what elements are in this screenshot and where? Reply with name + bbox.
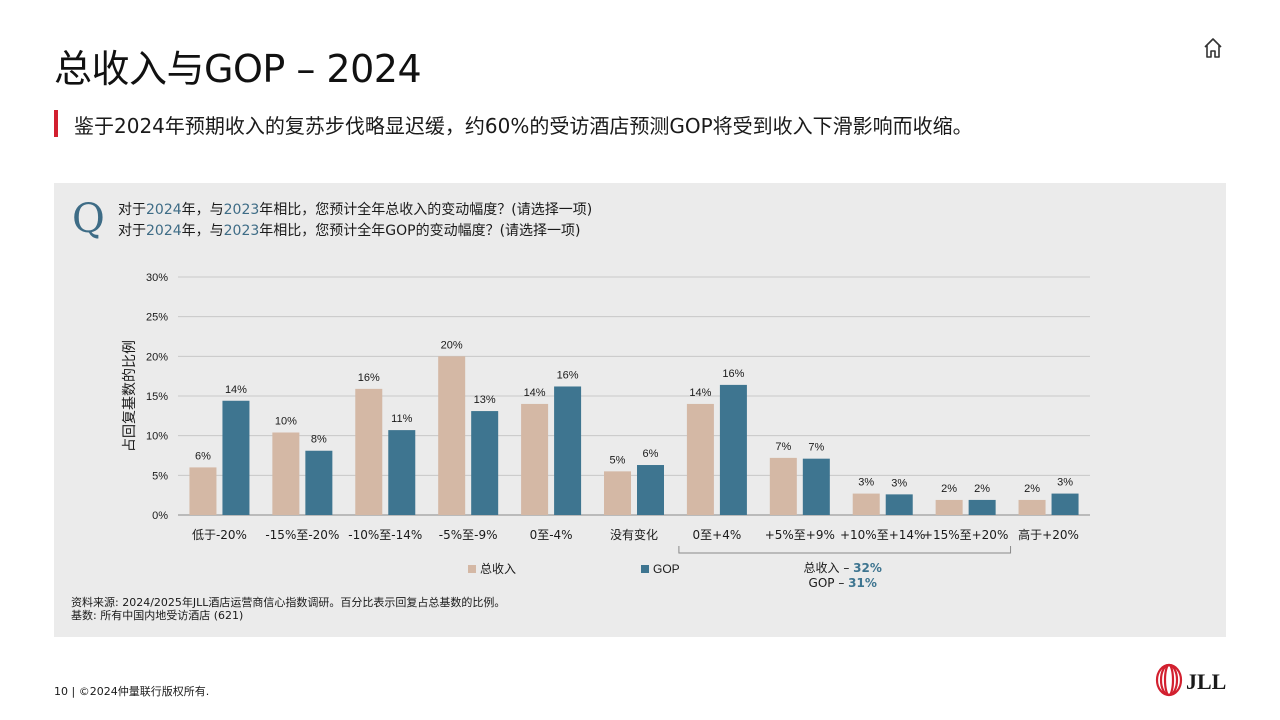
x-tick-label: 0至-4%: [530, 528, 573, 542]
data-label-revenue: 10%: [275, 415, 297, 427]
bar-gop: [471, 411, 499, 515]
bar-revenue: [438, 356, 466, 515]
x-tick-label: -5%至-9%: [439, 528, 498, 542]
y-tick-label: 25%: [146, 312, 168, 324]
data-label-gop: 16%: [722, 368, 744, 380]
x-tick-label: +5%至+9%: [765, 528, 835, 542]
data-label-revenue: 20%: [441, 339, 463, 351]
annotation-bracket: [678, 546, 1012, 554]
svg-text:JLL: JLL: [1186, 669, 1226, 694]
data-label-gop: 3%: [1057, 477, 1073, 489]
x-tick-label: 低于-20%: [192, 528, 247, 542]
base-note: 基数: 所有中国内地受访酒店 (621): [71, 609, 244, 622]
source-note: 资料来源: 2024/2025年JLL酒店运营商信心指数调研。百分比表示回复占总…: [71, 596, 506, 609]
home-icon[interactable]: [1202, 36, 1224, 60]
y-tick-label: 15%: [146, 391, 168, 403]
data-label-revenue: 7%: [775, 441, 791, 453]
data-label-revenue: 2%: [1024, 483, 1040, 495]
bar-gop: [222, 400, 250, 515]
data-label-gop: 11%: [391, 413, 412, 425]
data-label-gop: 7%: [808, 442, 824, 454]
data-label-gop: 14%: [225, 384, 247, 396]
data-label-revenue: 5%: [610, 454, 626, 466]
y-tick-label: 5%: [152, 470, 168, 482]
data-label-gop: 13%: [474, 394, 496, 406]
bar-revenue: [769, 457, 797, 515]
legend-swatch-gop: [641, 565, 649, 573]
x-tick-label: 高于+20%: [1018, 527, 1079, 542]
page-title: 总收入与GOP – 2024: [54, 47, 422, 91]
x-tick-label: -15%至-20%: [265, 528, 339, 542]
annotation-gop-total: GOP – 31%: [809, 576, 877, 590]
bar-gop: [554, 386, 582, 515]
annotation-revenue-total: 总收入 – 32%: [804, 561, 882, 575]
data-label-gop: 8%: [311, 434, 327, 446]
data-label-revenue: 2%: [941, 483, 957, 495]
bar-revenue: [521, 403, 549, 515]
bar-revenue: [852, 493, 880, 515]
data-label-revenue: 14%: [524, 387, 546, 399]
bar-gop: [719, 384, 747, 515]
page-subtitle: 鉴于2024年预期收入的复苏步伐略显迟缓，约60%的受访酒店预测GOP将受到收入…: [74, 114, 973, 138]
bar-gop: [305, 450, 333, 515]
x-tick-label: +10%至+14%: [840, 528, 925, 542]
subtitle-accent-bar: [54, 110, 58, 137]
x-tick-label: -10%至-14%: [348, 528, 422, 542]
y-tick-label: 20%: [146, 351, 168, 363]
jll-logo: JLL: [1155, 663, 1226, 697]
question-letter: Q: [72, 196, 105, 242]
y-tick-label: 30%: [146, 272, 168, 284]
y-tick-label: 0%: [152, 510, 168, 522]
bar-gop: [885, 494, 913, 515]
data-label-revenue: 16%: [358, 372, 380, 384]
bar-gop: [968, 499, 996, 515]
question-line-gop: 对于2024年，与2023年相比，您预计全年GOP的变动幅度？(请选择一项): [118, 223, 581, 239]
bar-revenue: [1018, 499, 1046, 515]
x-tick-label: 没有变化: [610, 527, 658, 542]
bar-revenue: [935, 499, 963, 515]
y-axis-title: 占回复基数的比例: [121, 340, 138, 452]
bar-gop: [637, 465, 664, 515]
bar-revenue: [686, 403, 714, 515]
legend-label-revenue: 总收入: [480, 562, 516, 576]
footer-copyright: 10 | ©2024仲量联行版权所有.: [54, 685, 210, 698]
bar-revenue: [189, 467, 217, 515]
bar-gop: [1051, 493, 1079, 515]
data-label-revenue: 6%: [195, 450, 211, 462]
y-tick-label: 10%: [146, 431, 168, 443]
x-tick-label: 0至+4%: [693, 528, 742, 542]
bar-revenue: [604, 471, 631, 515]
legend-swatch-revenue: [468, 565, 476, 573]
data-label-gop: 2%: [974, 483, 990, 495]
question-line-revenue: 对于2024年，与2023年相比，您预计全年总收入的变动幅度？(请选择一项): [118, 202, 593, 218]
data-label-revenue: 14%: [689, 387, 711, 399]
data-label-revenue: 3%: [858, 477, 874, 489]
bar-revenue: [272, 432, 300, 515]
legend-label-gop: GOP: [653, 562, 680, 576]
data-label-gop: 3%: [891, 477, 907, 489]
data-label-gop: 16%: [557, 369, 579, 381]
bar-gop: [388, 430, 416, 515]
x-tick-label: +15%至+20%: [923, 528, 1008, 542]
bar-revenue: [355, 388, 383, 515]
bar-gop: [802, 458, 830, 515]
data-label-gop: 6%: [643, 448, 659, 460]
